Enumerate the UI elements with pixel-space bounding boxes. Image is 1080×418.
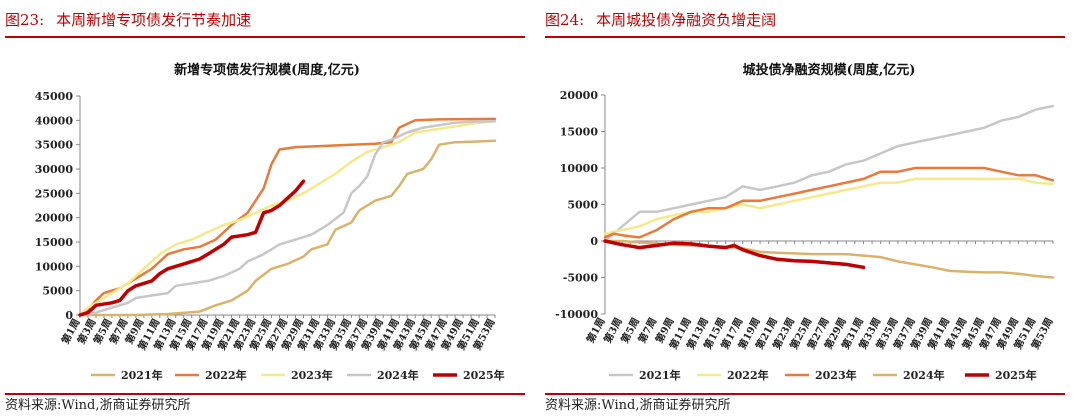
figure-number: 图23: [5,11,45,29]
y-tick-label: 30000 [35,163,74,176]
figure-title: 本周城投债净融资负增走阔 [596,11,777,29]
footer-rule [5,393,525,395]
y-tick-label: 10000 [35,260,74,273]
y-tick-label: 45000 [35,90,74,103]
series-line [603,166,1055,239]
series-line [603,104,1055,243]
y-tick-label: -10000 [555,308,598,321]
chart-special-bond-issuance: 新增专项债发行规模(周度,亿元) 0 5000 10000 15000 20000 2500… [35,62,505,382]
y-tick-label: 10000 [560,162,599,175]
legend-label: 2024年 [377,368,419,382]
series-line [78,120,497,317]
header-rule [545,36,1065,38]
y-tick-label: 5000 [567,199,598,212]
y-tick-label: 15000 [35,236,74,249]
legend-label: 2021年 [121,368,163,382]
chart-title: 城投债净融资规模(周度,亿元) [743,62,916,78]
y-tick-label: 25000 [35,187,74,200]
source-note: 资料来源:Wind,浙商证券研究所 [5,398,191,413]
y-tick-label: 20000 [35,212,74,225]
legend-label: 2023年 [815,368,857,382]
y-tick-label: 0 [65,309,73,322]
y-tick-label: 20000 [560,89,599,102]
figure-header: 图24: 本周城投债净融资负增走阔 [545,6,1065,34]
figure-number: 图24: [545,11,585,29]
legend-label: 2025年 [463,368,505,382]
chart-lgfv-net-financing: 城投债净融资规模(周度,亿元) -10000 -5000 0 5000 10000 1500… [555,62,1055,382]
y-tick-label: -5000 [563,272,599,285]
header-rule [5,36,525,38]
series-line [603,177,1055,235]
y-tick-label: 0 [590,235,598,248]
y-tick-label: 15000 [560,126,599,139]
figure-title: 本周新增专项债发行节奏加速 [56,11,252,29]
y-tick-label: 40000 [35,114,74,127]
series-line [78,139,497,317]
series-line [78,120,497,317]
chart-title: 新增专项债发行规模(周度,亿元) [174,62,360,78]
figure-header: 图23: 本周新增专项债发行节奏加速 [5,6,525,34]
series-line [603,239,866,270]
y-tick-label: 5000 [42,285,73,298]
legend-label: 2023年 [291,368,333,382]
legend-label: 2022年 [727,368,769,382]
legend-label: 2025年 [995,368,1037,382]
series-line [603,239,1055,279]
footer-rule [545,393,1065,395]
figure-24: 图24: 本周城投债净融资负增走阔 城投债净融资规模(周度,亿元) -10000 -5… [545,0,1075,418]
figure-23: 图23: 本周新增专项债发行节奏加速 新增专项债发行规模(周度,亿元) 0 5000 1… [5,0,535,418]
legend-label: 2022年 [205,368,247,382]
legend-label: 2024年 [903,368,945,382]
y-tick-label: 35000 [35,139,74,152]
legend-label: 2021年 [639,368,681,382]
series-line [78,179,306,317]
source-note: 资料来源:Wind,浙商证券研究所 [545,398,731,413]
